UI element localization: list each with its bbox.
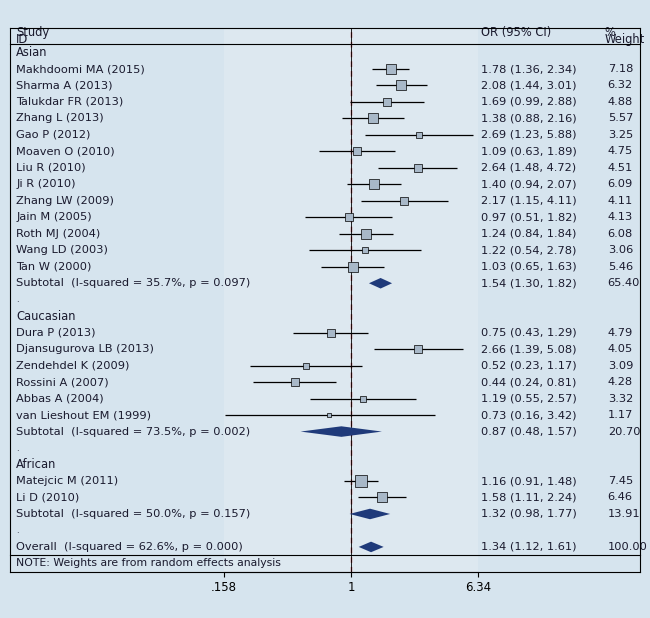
Text: 4.05: 4.05: [608, 344, 633, 354]
Text: 3.09: 3.09: [608, 361, 633, 371]
Text: Zhang LW (2009): Zhang LW (2009): [16, 196, 114, 206]
Text: ID: ID: [16, 33, 29, 46]
Text: 7.18: 7.18: [608, 64, 633, 74]
Text: %: %: [604, 26, 616, 39]
Text: 1.16 (0.91, 1.48): 1.16 (0.91, 1.48): [481, 476, 577, 486]
Text: 1.69 (0.99, 2.88): 1.69 (0.99, 2.88): [481, 97, 577, 107]
Text: 5.57: 5.57: [608, 114, 633, 124]
Text: .: .: [16, 444, 19, 452]
Text: 1.03 (0.65, 1.63): 1.03 (0.65, 1.63): [481, 262, 577, 272]
Text: 1.22 (0.54, 2.78): 1.22 (0.54, 2.78): [481, 245, 577, 255]
Text: Abbas A (2004): Abbas A (2004): [16, 394, 104, 404]
Text: 3.06: 3.06: [608, 245, 633, 255]
Text: 4.13: 4.13: [608, 213, 633, 222]
Text: 65.40: 65.40: [608, 278, 640, 288]
Text: Roth MJ (2004): Roth MJ (2004): [16, 229, 101, 239]
Text: 1.78 (1.36, 2.34): 1.78 (1.36, 2.34): [481, 64, 577, 74]
Text: 0.73 (0.16, 3.42): 0.73 (0.16, 3.42): [481, 410, 577, 420]
Text: Subtotal  (I-squared = 50.0%, p = 0.157): Subtotal (I-squared = 50.0%, p = 0.157): [16, 509, 250, 519]
Text: 1.54 (1.30, 1.82): 1.54 (1.30, 1.82): [481, 278, 577, 288]
Text: Tan W (2000): Tan W (2000): [16, 262, 92, 272]
Text: 1.34 (1.12, 1.61): 1.34 (1.12, 1.61): [481, 542, 577, 552]
Text: 4.75: 4.75: [608, 146, 633, 156]
Text: 1.24 (0.84, 1.84): 1.24 (0.84, 1.84): [481, 229, 577, 239]
Text: 7.45: 7.45: [608, 476, 633, 486]
Text: Jain M (2005): Jain M (2005): [16, 213, 92, 222]
Text: 4.88: 4.88: [608, 97, 633, 107]
Text: 1.17: 1.17: [608, 410, 633, 420]
Text: 4.51: 4.51: [608, 163, 633, 173]
Text: African: African: [16, 458, 57, 471]
Text: 6.08: 6.08: [608, 229, 633, 239]
Text: Asian: Asian: [16, 46, 47, 59]
Text: Li D (2010): Li D (2010): [16, 493, 79, 502]
Text: 4.79: 4.79: [608, 328, 633, 337]
Text: 3.32: 3.32: [608, 394, 633, 404]
Text: OR (95% CI): OR (95% CI): [481, 26, 551, 39]
Text: Zendehdel K (2009): Zendehdel K (2009): [16, 361, 129, 371]
Text: Dura P (2013): Dura P (2013): [16, 328, 96, 337]
Text: Subtotal  (I-squared = 73.5%, p = 0.002): Subtotal (I-squared = 73.5%, p = 0.002): [16, 426, 250, 436]
Text: NOTE: Weights are from random effects analysis: NOTE: Weights are from random effects an…: [16, 559, 281, 569]
Text: Liu R (2010): Liu R (2010): [16, 163, 86, 173]
Text: 4.28: 4.28: [608, 377, 633, 387]
Text: 0.44 (0.24, 0.81): 0.44 (0.24, 0.81): [481, 377, 577, 387]
Text: Moaven O (2010): Moaven O (2010): [16, 146, 115, 156]
Text: .: .: [16, 526, 19, 535]
Text: 3.25: 3.25: [608, 130, 633, 140]
Polygon shape: [350, 509, 390, 519]
Text: 4.11: 4.11: [608, 196, 633, 206]
Text: 2.08 (1.44, 3.01): 2.08 (1.44, 3.01): [481, 80, 577, 90]
Text: Sharma A (2013): Sharma A (2013): [16, 80, 112, 90]
Text: 1.19 (0.55, 2.57): 1.19 (0.55, 2.57): [481, 394, 577, 404]
Text: 1.32 (0.98, 1.77): 1.32 (0.98, 1.77): [481, 509, 577, 519]
Text: 100.00: 100.00: [608, 542, 647, 552]
Text: 1.38 (0.88, 2.16): 1.38 (0.88, 2.16): [481, 114, 577, 124]
Text: Rossini A (2007): Rossini A (2007): [16, 377, 109, 387]
Text: Zhang L (2013): Zhang L (2013): [16, 114, 104, 124]
Text: 1.58 (1.11, 2.24): 1.58 (1.11, 2.24): [481, 493, 577, 502]
Text: 0.75 (0.43, 1.29): 0.75 (0.43, 1.29): [481, 328, 577, 337]
Text: Ji R (2010): Ji R (2010): [16, 179, 75, 189]
Text: Caucasian: Caucasian: [16, 310, 75, 323]
Text: Weight: Weight: [604, 33, 645, 46]
Text: 2.69 (1.23, 5.88): 2.69 (1.23, 5.88): [481, 130, 577, 140]
Text: 1.09 (0.63, 1.89): 1.09 (0.63, 1.89): [481, 146, 577, 156]
Text: Djansugurova LB (2013): Djansugurova LB (2013): [16, 344, 154, 354]
Text: 1.40 (0.94, 2.07): 1.40 (0.94, 2.07): [481, 179, 577, 189]
Text: Gao P (2012): Gao P (2012): [16, 130, 90, 140]
Text: 2.64 (1.48, 4.72): 2.64 (1.48, 4.72): [481, 163, 576, 173]
Polygon shape: [359, 541, 383, 552]
Text: 5.46: 5.46: [608, 262, 633, 272]
Text: 6.46: 6.46: [608, 493, 632, 502]
Text: Subtotal  (I-squared = 35.7%, p = 0.097): Subtotal (I-squared = 35.7%, p = 0.097): [16, 278, 250, 288]
Text: 0.87 (0.48, 1.57): 0.87 (0.48, 1.57): [481, 426, 577, 436]
Text: Matejcic M (2011): Matejcic M (2011): [16, 476, 118, 486]
Text: 6.09: 6.09: [608, 179, 633, 189]
Text: 2.66 (1.39, 5.08): 2.66 (1.39, 5.08): [481, 344, 577, 354]
Text: 2.17 (1.15, 4.11): 2.17 (1.15, 4.11): [481, 196, 577, 206]
Text: 0.52 (0.23, 1.17): 0.52 (0.23, 1.17): [481, 361, 577, 371]
Text: 20.70: 20.70: [608, 426, 640, 436]
Text: 6.32: 6.32: [608, 80, 633, 90]
Text: van Lieshout EM (1999): van Lieshout EM (1999): [16, 410, 151, 420]
Text: Makhdoomi MA (2015): Makhdoomi MA (2015): [16, 64, 145, 74]
Text: .: .: [16, 295, 19, 304]
Text: 0.97 (0.51, 1.82): 0.97 (0.51, 1.82): [481, 213, 577, 222]
Text: Talukdar FR (2013): Talukdar FR (2013): [16, 97, 124, 107]
Text: Wang LD (2003): Wang LD (2003): [16, 245, 108, 255]
Text: Study: Study: [16, 26, 49, 39]
Polygon shape: [369, 278, 392, 289]
Text: 13.91: 13.91: [608, 509, 640, 519]
Text: Overall  (I-squared = 62.6%, p = 0.000): Overall (I-squared = 62.6%, p = 0.000): [16, 542, 243, 552]
Polygon shape: [300, 426, 382, 437]
